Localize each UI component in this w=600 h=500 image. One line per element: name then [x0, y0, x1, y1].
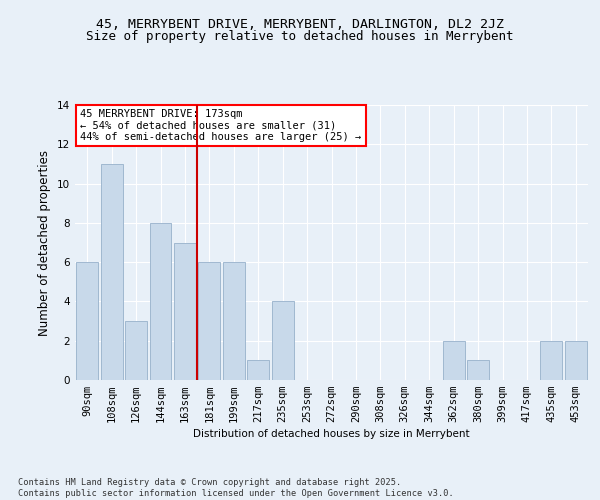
Bar — [443, 340, 464, 380]
Bar — [174, 242, 196, 380]
Bar — [467, 360, 489, 380]
X-axis label: Distribution of detached houses by size in Merrybent: Distribution of detached houses by size … — [193, 430, 470, 440]
Bar — [76, 262, 98, 380]
Text: Size of property relative to detached houses in Merrybent: Size of property relative to detached ho… — [86, 30, 514, 43]
Bar — [272, 302, 293, 380]
Bar — [101, 164, 122, 380]
Bar — [125, 321, 147, 380]
Bar — [565, 340, 587, 380]
Bar — [541, 340, 562, 380]
Y-axis label: Number of detached properties: Number of detached properties — [38, 150, 52, 336]
Text: 45, MERRYBENT DRIVE, MERRYBENT, DARLINGTON, DL2 2JZ: 45, MERRYBENT DRIVE, MERRYBENT, DARLINGT… — [96, 18, 504, 30]
Text: Contains HM Land Registry data © Crown copyright and database right 2025.
Contai: Contains HM Land Registry data © Crown c… — [18, 478, 454, 498]
Bar — [149, 223, 172, 380]
Text: 45 MERRYBENT DRIVE: 173sqm
← 54% of detached houses are smaller (31)
44% of semi: 45 MERRYBENT DRIVE: 173sqm ← 54% of deta… — [80, 109, 361, 142]
Bar — [247, 360, 269, 380]
Bar — [199, 262, 220, 380]
Bar — [223, 262, 245, 380]
